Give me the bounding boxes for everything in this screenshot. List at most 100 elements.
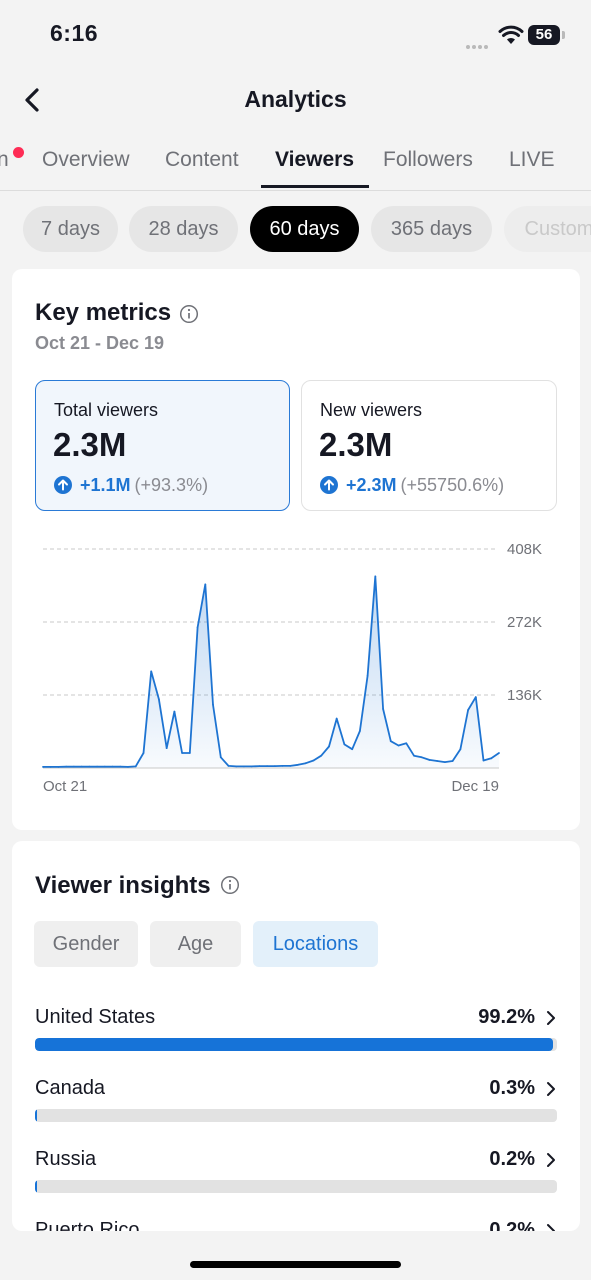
data-point [250,765,253,768]
data-point [297,763,299,766]
location-bar [35,1109,557,1122]
notification-dot [13,147,24,158]
tab-followers[interactable]: Followers [383,148,473,171]
segment-locations[interactable]: Locations [253,921,378,967]
back-arrow-icon[interactable] [18,84,48,116]
metric-value: 2.3M [53,426,127,463]
data-point [196,626,199,629]
y-tick-label: 408K [507,541,542,558]
data-point [343,743,346,746]
data-point [312,759,315,762]
period-60-days[interactable]: 60 days [250,206,359,252]
arrow-up-icon [54,476,72,494]
metric-change: +1.1M (+93.3%) [54,475,208,496]
total-viewers-metric[interactable]: Total viewers 2.3M +1.1M (+93.3%) [35,380,290,511]
data-point [351,748,354,751]
data-point [173,710,176,713]
data-point [188,752,191,754]
analytics-tabs: n Overview Content Viewers Followers LIV… [0,138,591,191]
viewer-insights-card: Viewer insights Gender Age Locations Uni… [12,841,580,1231]
tab-partial[interactable]: n [0,148,9,171]
data-point [281,764,284,767]
location-name: United States [35,1006,156,1028]
chevron-right-icon [547,1011,555,1025]
data-point [413,754,415,757]
period-selector: 7 days 28 days 60 days 365 days Custom [0,206,591,252]
segment-age[interactable]: Age [150,921,241,967]
location-bar [35,1038,557,1051]
new-viewers-metric[interactable]: New viewers 2.3M +2.3M (+55750.6%) [301,380,557,511]
data-point [273,765,276,768]
data-point [474,696,477,699]
location-row[interactable]: Puerto Rico 0.2% [35,1219,557,1231]
location-percent: 99.2% [478,1006,535,1028]
data-point [405,742,408,745]
tab-viewers[interactable]: Viewers [275,148,355,171]
period-custom[interactable]: Custom [504,206,591,252]
info-icon[interactable] [179,304,199,324]
location-row[interactable]: United States 99.2% [35,1006,557,1066]
period-7-days[interactable]: 7 days [23,206,118,252]
data-point [142,752,145,754]
data-point [204,583,207,586]
location-row[interactable]: Canada 0.3% [35,1077,557,1137]
location-percent: 0.2% [489,1219,535,1231]
data-point [258,765,261,768]
location-name: Canada [35,1077,106,1099]
data-point [165,747,168,750]
info-icon[interactable] [220,875,240,895]
location-percent: 0.2% [489,1148,535,1170]
battery-level: 56 [528,25,560,45]
location-bar [35,1180,557,1193]
location-name: Russia [35,1148,97,1170]
segment-gender[interactable]: Gender [34,921,138,967]
data-point [358,730,361,732]
tab-content[interactable]: Content [165,148,239,171]
data-point [57,766,60,768]
data-point [49,766,52,768]
battery-tip [562,31,565,39]
data-point [366,674,369,677]
data-point [436,760,439,762]
y-tick-label: 272K [507,614,542,631]
data-point [73,765,75,768]
data-point [65,765,68,768]
change-percent: (+93.3%) [134,475,209,495]
data-point [451,760,454,762]
date-range: Oct 21 - Dec 19 [35,333,165,353]
location-bar-fill [35,1109,37,1122]
data-point [96,765,99,768]
status-time: 6:16 [50,20,99,46]
tab-live[interactable]: LIVE [509,148,555,171]
data-point [335,717,338,720]
metric-value: 2.3M [319,426,393,463]
series-line [43,575,500,768]
period-28-days[interactable]: 28 days [129,206,238,252]
data-point [289,764,292,767]
status-bar: 6:16 56 [0,0,591,70]
home-indicator[interactable] [190,1261,401,1268]
data-point [127,766,129,768]
location-row[interactable]: Russia 0.2% [35,1148,557,1208]
data-point [420,756,423,759]
viewers-area-chart[interactable]: 136K 272K 408K Oct 21 Dec 19 [12,534,580,804]
data-point [382,708,384,710]
chevron-right-icon [547,1082,555,1096]
location-bar-fill [35,1038,553,1051]
data-point [235,765,238,768]
data-point [328,745,330,748]
period-365-days[interactable]: 365 days [371,206,492,252]
data-point [304,762,307,765]
data-point [42,766,44,768]
data-point [212,703,214,706]
wifi-icon [498,25,524,44]
metric-change: +2.3M (+55750.6%) [320,475,504,496]
data-point [227,764,230,767]
data-point [428,759,431,761]
metric-label: New viewers [320,400,423,420]
cellular-signal-icon [466,36,492,49]
tab-overview[interactable]: Overview [42,148,130,171]
viewer-insights-title: Viewer insights [35,872,211,899]
data-point [467,709,469,711]
data-point [389,740,392,743]
